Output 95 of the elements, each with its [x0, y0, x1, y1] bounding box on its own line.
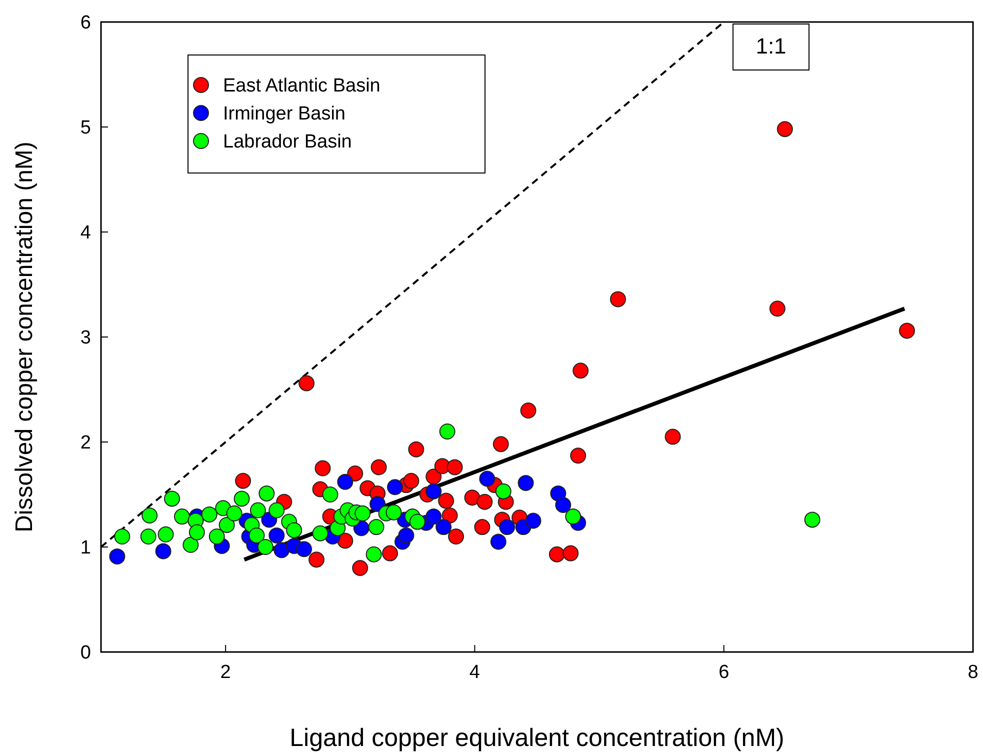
- x-tick-label: 2: [220, 662, 231, 683]
- point: [142, 508, 158, 524]
- point: [386, 504, 402, 520]
- point: [476, 494, 493, 510]
- point: [490, 534, 506, 550]
- point: [188, 524, 205, 540]
- point: [347, 466, 364, 482]
- x-axis-title: Ligand copper equivalent concentration (nM): [290, 724, 784, 752]
- point: [776, 121, 793, 138]
- point: [499, 519, 516, 536]
- point: [308, 552, 325, 568]
- point: [235, 472, 252, 489]
- point: [337, 474, 354, 490]
- point: [114, 528, 130, 544]
- point: [464, 490, 480, 506]
- y-tick-label: 4: [80, 222, 92, 244]
- point: [296, 541, 312, 558]
- y-tick-label: 5: [80, 118, 91, 139]
- point: [442, 508, 458, 524]
- point: [562, 545, 579, 562]
- legend-label: East Atlantic Basin: [223, 76, 380, 97]
- point: [555, 497, 572, 513]
- point: [525, 512, 542, 529]
- point: [257, 539, 274, 555]
- point: [426, 468, 442, 485]
- x-tick-label: 8: [968, 662, 978, 683]
- point: [337, 532, 354, 549]
- point: [518, 474, 534, 491]
- point: [174, 508, 190, 525]
- point: [368, 519, 384, 536]
- x-tick-label: 4: [469, 662, 480, 683]
- point: [312, 525, 328, 542]
- point: [268, 527, 285, 544]
- point: [426, 508, 442, 525]
- point: [268, 502, 285, 518]
- point: [250, 502, 266, 518]
- point: [366, 546, 382, 562]
- point: [439, 424, 456, 440]
- y-tick-label: 3: [80, 328, 91, 349]
- point: [474, 519, 490, 536]
- point: [274, 542, 290, 558]
- point: [479, 470, 496, 487]
- point: [386, 479, 403, 496]
- point: [201, 506, 218, 522]
- point: [520, 402, 536, 418]
- point: [398, 527, 414, 544]
- point: [164, 490, 180, 507]
- point: [769, 300, 786, 317]
- point: [258, 485, 275, 502]
- point: [382, 545, 398, 562]
- point: [570, 448, 586, 464]
- point: [409, 514, 426, 530]
- point: [610, 291, 626, 308]
- y-tick-label: 6: [80, 12, 91, 34]
- point: [286, 522, 302, 538]
- point: [403, 472, 420, 489]
- point: [226, 505, 242, 522]
- point: [565, 508, 582, 525]
- point: [109, 548, 126, 564]
- legend-label: Irminger Basin: [223, 104, 346, 125]
- point: [572, 362, 589, 379]
- point: [898, 322, 915, 339]
- point: [140, 528, 156, 544]
- point: [234, 490, 250, 507]
- point: [426, 483, 442, 500]
- x-tick-label: 6: [718, 662, 730, 683]
- y-axis-title: Dissolved copper concentration (nM): [11, 142, 38, 532]
- legend-label: Labrador Basin: [223, 132, 352, 153]
- y-tick-label: 0: [80, 642, 91, 664]
- point: [370, 496, 386, 512]
- point: [322, 486, 338, 502]
- point: [298, 375, 315, 392]
- annotation: 1:1: [756, 34, 786, 59]
- point: [352, 560, 368, 576]
- point: [182, 536, 199, 553]
- point: [370, 459, 387, 476]
- point: [548, 546, 565, 562]
- point: [438, 492, 454, 509]
- y-tick-label: 1: [80, 538, 91, 559]
- point: [495, 483, 512, 500]
- y-tick-label: 2: [80, 432, 91, 454]
- point: [446, 459, 463, 476]
- point: [664, 428, 681, 445]
- point: [448, 528, 464, 544]
- point: [804, 512, 820, 528]
- point: [158, 526, 174, 542]
- point: [218, 516, 235, 533]
- point: [155, 543, 172, 560]
- point: [354, 505, 371, 522]
- point: [436, 519, 452, 536]
- point: [492, 436, 509, 452]
- point: [208, 528, 225, 544]
- point: [248, 527, 265, 544]
- point: [314, 460, 331, 476]
- point: [408, 441, 424, 458]
